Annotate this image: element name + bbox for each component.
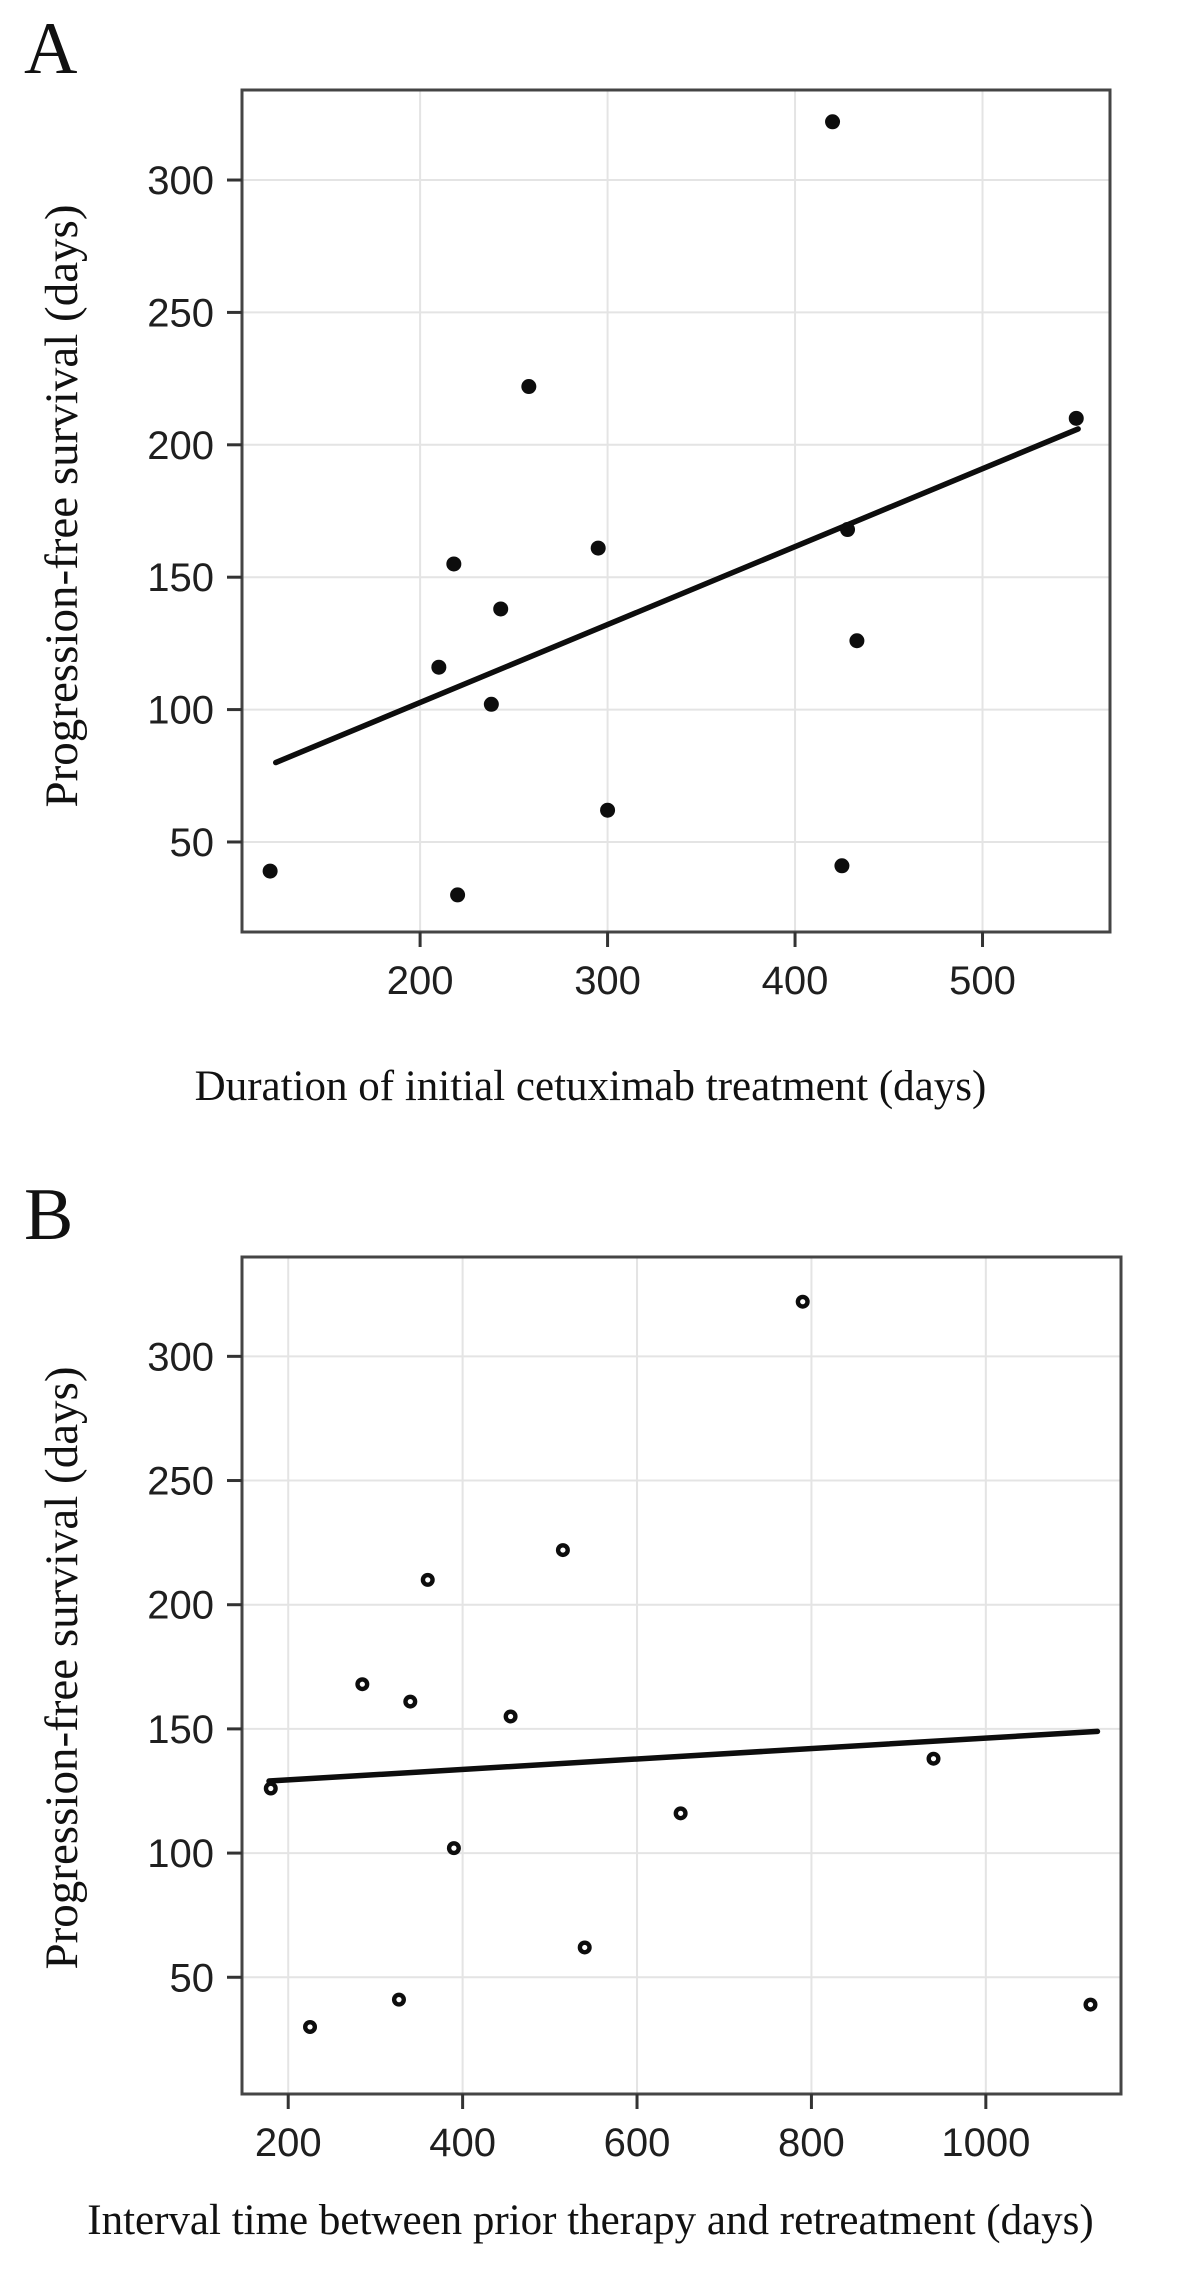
y-tick-label: 250 — [147, 1460, 214, 1504]
data-point-hole — [268, 1785, 274, 1792]
panel-b-label: B — [24, 1174, 74, 1256]
x-tick-label: 300 — [574, 959, 641, 1003]
x-tick-label: 1000 — [941, 2121, 1030, 2165]
data-point — [431, 659, 447, 675]
y-tick-label: 100 — [147, 689, 214, 733]
data-point — [849, 633, 865, 649]
data-point-hole — [800, 1299, 806, 1305]
data-point-hole — [582, 1944, 588, 1951]
data-point-hole — [451, 1845, 457, 1851]
y-tick-label: 150 — [147, 556, 214, 600]
panel-b-x-axis-title: Interval time between prior therapy and … — [87, 2197, 1094, 2244]
y-tick-label: 100 — [147, 1832, 214, 1876]
y-tick-label: 300 — [147, 159, 214, 203]
y-tick-label: 250 — [147, 291, 214, 335]
y-tick-label: 50 — [170, 821, 215, 865]
data-point-hole — [507, 1713, 514, 1720]
panel-a-x-axis-title: Duration of initial cetuximab treatment … — [194, 1063, 987, 1110]
data-point — [262, 863, 278, 879]
data-point — [840, 522, 856, 538]
data-point-hole — [560, 1547, 566, 1553]
x-tick-label: 200 — [255, 2121, 322, 2165]
data-point-hole — [307, 2024, 313, 2030]
x-tick-label: 800 — [778, 2121, 845, 2165]
panel-b-plot: 50 100 150 200 250 300 200 400 600 800 1000 — [147, 1255, 1123, 2165]
panel-a-y-axis-title: Progression-free survival (days) — [36, 204, 88, 808]
plot-panel-border — [240, 88, 1112, 934]
data-point — [483, 696, 499, 712]
x-tick-label: 200 — [387, 959, 454, 1003]
data-point — [1068, 410, 1084, 426]
data-point — [493, 601, 509, 617]
data-point — [590, 540, 606, 556]
data-point — [521, 379, 537, 395]
data-point — [600, 802, 616, 818]
panel-a-label: A — [24, 8, 78, 90]
x-tick-label: 400 — [429, 2121, 496, 2165]
regression-line — [266, 1728, 1101, 1784]
data-point-hole — [1087, 2001, 1094, 2008]
data-point-hole — [396, 1997, 402, 2003]
plot-panel-border — [240, 1255, 1123, 2096]
data-point — [446, 556, 462, 572]
panel-a-plot: 50 100 150 200 250 300 200 300 400 500 — [147, 88, 1112, 1003]
data-point — [834, 858, 850, 874]
data-point-hole — [359, 1681, 365, 1687]
x-tick-label: 600 — [604, 2121, 671, 2165]
y-tick-label: 300 — [147, 1335, 214, 1379]
data-point-hole — [678, 1810, 684, 1816]
y-tick-label: 200 — [147, 424, 214, 468]
panel-b-y-axis-title: Progression-free survival (days) — [36, 1366, 88, 1970]
regression-line — [272, 426, 1081, 766]
data-point — [825, 114, 841, 130]
y-tick-label: 200 — [147, 1584, 214, 1628]
data-point-hole — [425, 1577, 431, 1583]
y-tick-label: 50 — [170, 1956, 215, 2000]
x-tick-label: 500 — [949, 959, 1016, 1003]
data-point-hole — [930, 1756, 937, 1762]
x-tick-label: 400 — [762, 959, 829, 1003]
y-tick-label: 150 — [147, 1708, 214, 1752]
data-point — [450, 887, 466, 903]
data-point-hole — [407, 1698, 413, 1705]
